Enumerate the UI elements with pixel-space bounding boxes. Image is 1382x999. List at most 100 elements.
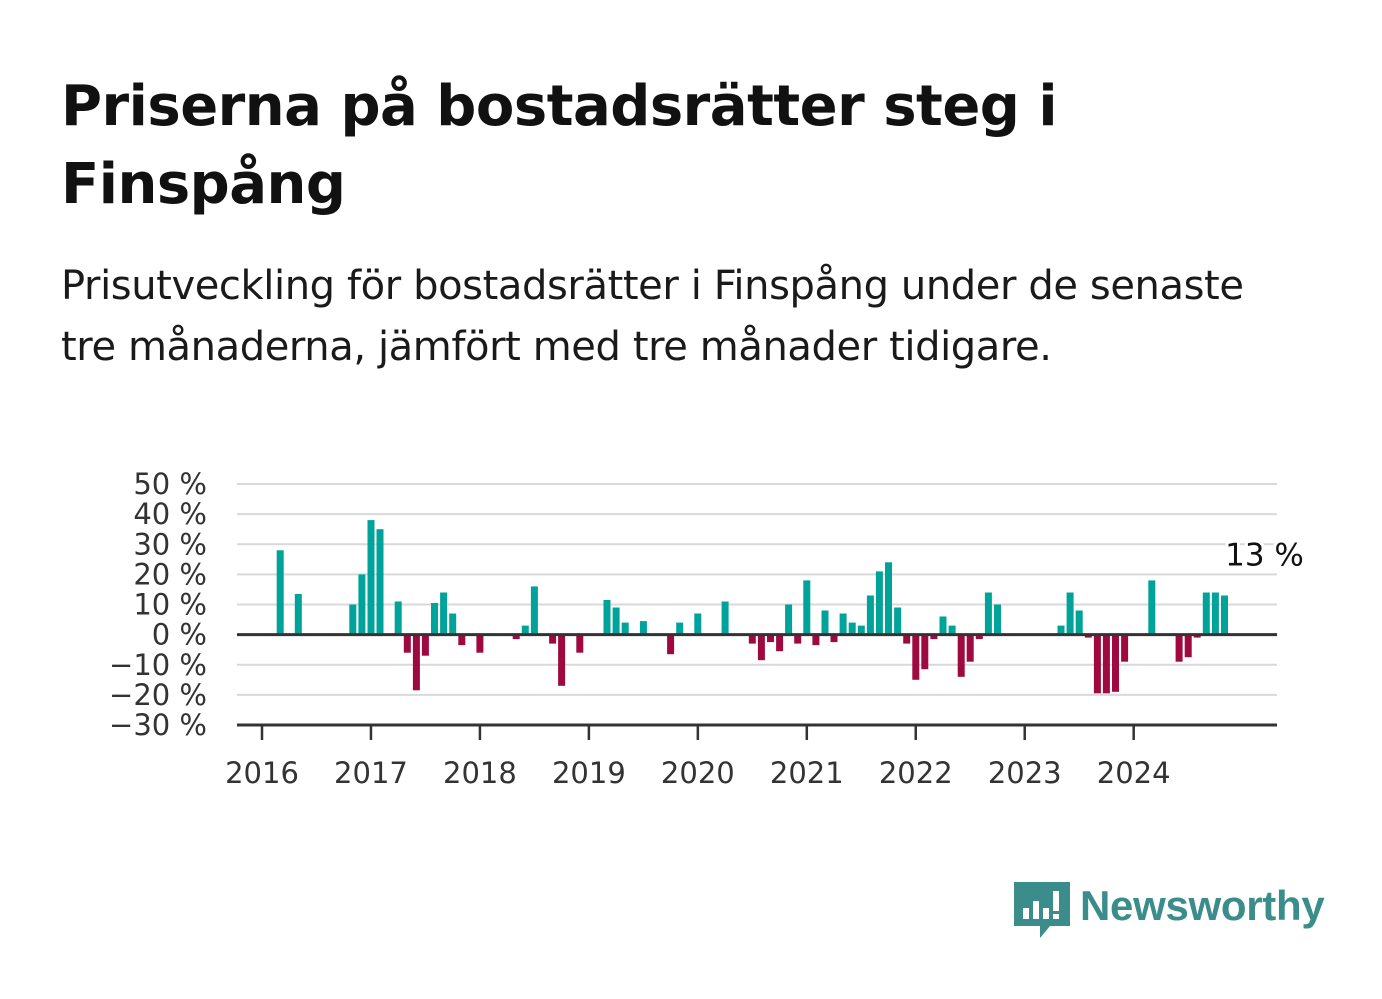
bar xyxy=(957,634,965,677)
bar xyxy=(403,634,411,653)
y-tick-labels: 50 %40 %30 %20 %10 %0 %−10 %−20 %−30 % xyxy=(109,467,207,742)
bar xyxy=(694,613,702,635)
y-tick-label: 40 % xyxy=(133,497,207,531)
bar xyxy=(912,634,920,680)
x-tick-label: 2016 xyxy=(225,756,299,790)
bar xyxy=(358,574,366,635)
y-tick-label: 20 % xyxy=(133,557,207,591)
bars xyxy=(276,520,1228,694)
bar xyxy=(1121,634,1129,662)
bar xyxy=(812,634,820,646)
bar xyxy=(1211,592,1219,635)
y-tick-label: 30 % xyxy=(133,527,207,561)
bar xyxy=(349,604,357,635)
axes xyxy=(237,633,1277,740)
last-value-annotation: 13 % xyxy=(1222,534,1307,576)
y-tick-label: 0 % xyxy=(152,618,207,652)
bar xyxy=(431,603,438,635)
bar xyxy=(839,613,847,635)
bar xyxy=(930,634,938,640)
chart-subtitle: Prisutveckling för bostadsrätter i Finsp… xyxy=(61,263,1244,370)
bar xyxy=(894,607,902,635)
bar xyxy=(848,622,856,635)
brand-name: Newsworthy xyxy=(1080,882,1325,929)
bar xyxy=(994,604,1001,635)
bar xyxy=(748,634,756,644)
bar xyxy=(458,634,466,646)
x-tick-label: 2017 xyxy=(334,756,408,790)
bar xyxy=(1112,634,1119,692)
bar xyxy=(966,634,974,662)
x-tick-labels: 2016 2017 2018 2019 2020 2021 2022 2023 2024 xyxy=(225,756,1170,790)
x-tick-label: 2021 xyxy=(770,756,844,790)
bar xyxy=(857,625,865,635)
annotation-label: 13 % xyxy=(1225,537,1304,573)
bar xyxy=(794,634,802,644)
bar xyxy=(1184,634,1192,658)
bar xyxy=(412,634,420,691)
bar xyxy=(603,600,611,635)
x-tick-label: 2020 xyxy=(661,756,735,790)
bar xyxy=(885,562,892,635)
y-tick-label: 50 % xyxy=(133,467,207,501)
bar xyxy=(449,613,457,635)
bar xyxy=(576,634,584,653)
bar xyxy=(767,634,774,643)
bar xyxy=(1093,634,1101,694)
bar xyxy=(549,634,557,644)
bar xyxy=(621,622,629,635)
x-tick-label: 2022 xyxy=(879,756,953,790)
gridlines xyxy=(237,483,1277,696)
bar xyxy=(1148,580,1156,635)
bar xyxy=(975,634,983,640)
bar xyxy=(440,592,448,635)
newsworthy-logo-icon xyxy=(1014,882,1070,938)
bar xyxy=(1221,595,1228,635)
x-tick-label: 2019 xyxy=(552,756,626,790)
bar xyxy=(421,634,429,656)
bar xyxy=(875,571,883,635)
y-tick-label: −30 % xyxy=(109,708,207,742)
x-tick-label: 2018 xyxy=(443,756,517,790)
chart-title: Priserna på bostadsrätter steg i Finspån… xyxy=(61,74,1058,217)
x-tick-label: 2024 xyxy=(1097,756,1171,790)
bar xyxy=(721,601,729,635)
bar xyxy=(1175,634,1183,662)
bar xyxy=(830,634,838,643)
bar xyxy=(1102,634,1110,694)
bar xyxy=(639,621,647,635)
bar xyxy=(612,607,620,635)
bar xyxy=(476,634,484,653)
y-tick-label: 10 % xyxy=(133,588,207,622)
bar xyxy=(512,634,520,640)
bar xyxy=(948,625,956,635)
bar xyxy=(921,634,929,670)
bar xyxy=(521,625,529,635)
bar xyxy=(276,550,284,635)
bar xyxy=(785,604,793,635)
bar xyxy=(530,586,538,635)
bar xyxy=(294,594,302,635)
y-tick-label: −10 % xyxy=(109,648,207,682)
bar xyxy=(1057,625,1065,635)
bar xyxy=(394,601,402,635)
bar xyxy=(776,634,784,652)
brand-logo: Newsworthy xyxy=(1010,878,1330,942)
bar xyxy=(1202,592,1210,635)
bar xyxy=(558,634,566,686)
bar xyxy=(676,622,684,635)
bar xyxy=(1066,592,1074,635)
bar xyxy=(803,580,811,635)
bar xyxy=(903,634,911,644)
bar xyxy=(821,610,829,635)
bar xyxy=(367,520,375,635)
y-tick-label: −20 % xyxy=(109,678,207,712)
bar xyxy=(667,634,675,655)
x-tick-label: 2023 xyxy=(988,756,1062,790)
bar xyxy=(984,592,992,635)
bar xyxy=(866,595,874,635)
bar xyxy=(1075,610,1083,635)
bar xyxy=(939,616,947,635)
bar xyxy=(757,634,765,661)
